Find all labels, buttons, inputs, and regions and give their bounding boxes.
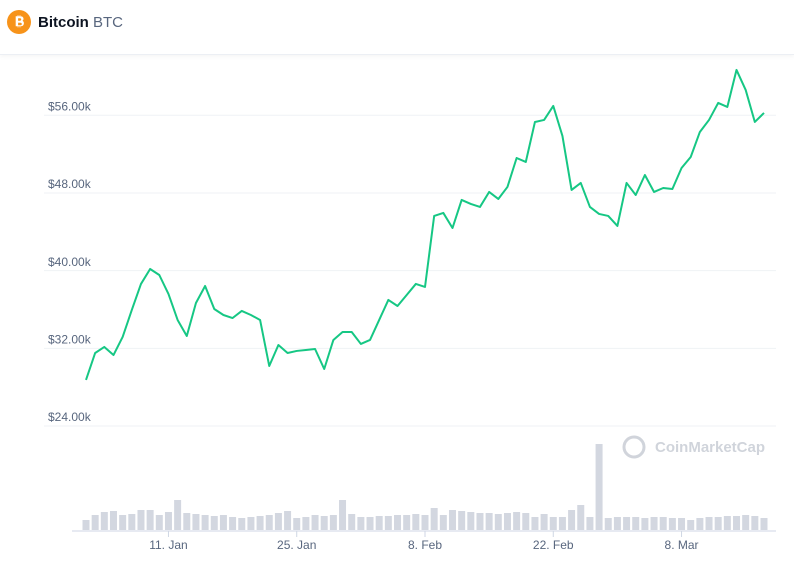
volume-bar xyxy=(623,517,631,530)
volume-bar xyxy=(531,517,539,530)
volume-bar xyxy=(229,517,237,530)
volume-bar xyxy=(146,510,154,530)
y-tick-label: $32.00k xyxy=(48,332,92,346)
volume-bar xyxy=(384,516,392,530)
volume-bar xyxy=(595,444,603,530)
volume-bar xyxy=(586,517,594,530)
volume-bar xyxy=(723,516,731,530)
header: Bitcoin BTC xyxy=(0,0,794,55)
volume-bar xyxy=(513,512,521,530)
volume-bar xyxy=(687,520,695,530)
volume-bar xyxy=(696,518,704,530)
volume-bar xyxy=(412,514,420,530)
volume-bar xyxy=(274,513,282,530)
volume-bar xyxy=(458,511,466,530)
volume-bar xyxy=(329,515,337,530)
watermark: CoinMarketCap xyxy=(622,435,765,459)
volume-bar xyxy=(311,515,319,530)
volume-bar xyxy=(155,515,163,530)
volume-bar xyxy=(210,516,218,530)
volume-bar xyxy=(137,510,145,530)
volume-bar xyxy=(366,517,374,530)
volume-bar xyxy=(659,517,667,530)
y-tick-label: $40.00k xyxy=(48,255,92,269)
volume-bar xyxy=(201,515,209,530)
x-tick-label: 11. Jan xyxy=(149,538,187,552)
x-tick-label: 25. Jan xyxy=(277,538,316,552)
volume-bar xyxy=(219,515,227,530)
volume-bar xyxy=(494,514,502,530)
volume-bar xyxy=(293,518,301,530)
volume-bar xyxy=(302,517,310,530)
y-tick-label: $24.00k xyxy=(48,410,92,424)
volume-bar xyxy=(439,515,447,530)
volume-bar xyxy=(705,517,713,530)
volume-bar xyxy=(503,513,511,530)
volume-bar xyxy=(100,512,108,530)
volume-bar xyxy=(174,500,182,530)
volume-bar xyxy=(604,518,612,530)
volume-bar xyxy=(375,516,383,530)
y-tick-label: $56.00k xyxy=(48,99,92,113)
volume-bar xyxy=(568,510,576,530)
volume-bar xyxy=(522,513,530,530)
volume-bar xyxy=(742,515,750,530)
x-tick-label: 8. Mar xyxy=(665,538,699,552)
volume-bar xyxy=(320,516,328,530)
volume-bar xyxy=(339,500,347,530)
volume-bar xyxy=(577,505,585,530)
volume-bar xyxy=(714,517,722,530)
volume-bar xyxy=(760,518,768,530)
volume-bar xyxy=(641,518,649,530)
volume-bar xyxy=(650,517,658,530)
volume-bar xyxy=(668,518,676,530)
volume-bar xyxy=(109,511,117,530)
volume-bar xyxy=(183,513,191,530)
x-tick-label: 8. Feb xyxy=(408,538,442,552)
volume-bar xyxy=(82,520,90,530)
volume-bar xyxy=(357,517,365,530)
volume-bar xyxy=(284,511,292,530)
volume-bar xyxy=(119,515,127,530)
volume-bar xyxy=(128,514,136,530)
y-tick-label: $48.00k xyxy=(48,177,92,191)
volume-bar xyxy=(448,510,456,530)
volume-bar xyxy=(348,514,356,530)
volume-bar xyxy=(91,515,99,530)
price-line xyxy=(85,68,765,381)
coin-name: Bitcoin xyxy=(38,14,89,31)
volume-bar xyxy=(430,508,438,530)
volume-bar xyxy=(540,514,548,530)
volume-bar xyxy=(485,513,493,530)
bitcoin-icon xyxy=(7,10,31,34)
volume-bar xyxy=(467,512,475,530)
volume-bar xyxy=(394,515,402,530)
volume-bar xyxy=(421,515,429,530)
volume-bar xyxy=(192,514,200,530)
volume-bar xyxy=(403,515,411,530)
volume-bar xyxy=(632,517,640,530)
volume-bar xyxy=(613,517,621,530)
volume-bar xyxy=(476,513,484,530)
volume-bar xyxy=(558,517,566,530)
volume-bar xyxy=(164,512,172,530)
volume-bar xyxy=(751,516,759,530)
volume-bar xyxy=(678,518,686,530)
x-tick-label: 22. Feb xyxy=(533,538,574,552)
watermark-text: CoinMarketCap xyxy=(655,439,765,456)
volume-bar xyxy=(549,517,557,530)
volume-bar xyxy=(247,517,255,530)
volume-bar xyxy=(238,518,246,530)
coin-symbol: BTC xyxy=(93,14,123,31)
volume-bar xyxy=(265,515,273,530)
volume-bar xyxy=(256,516,264,530)
volume-bar xyxy=(733,516,741,530)
